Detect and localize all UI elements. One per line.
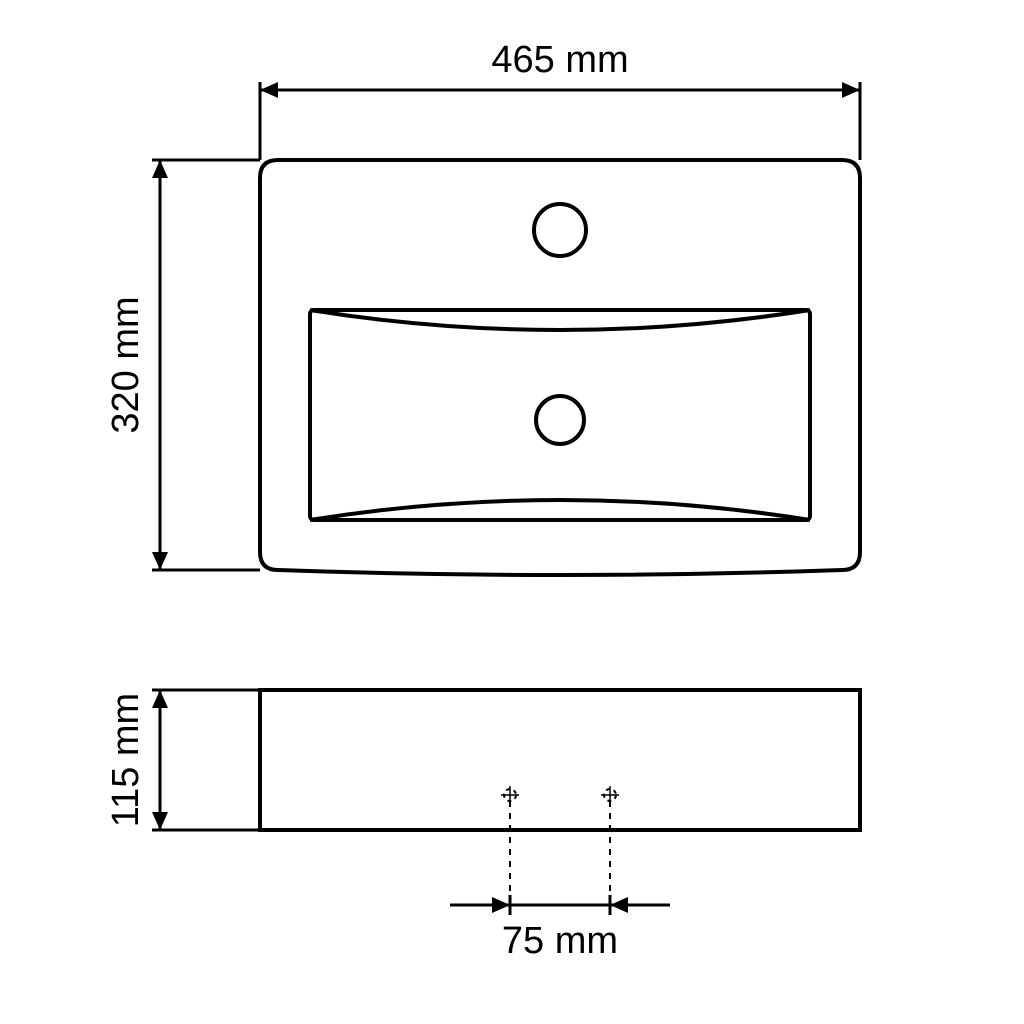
dim-label-height-top: 320 mm <box>105 296 147 433</box>
technical-drawing: 465 mm 320 mm 115 mm 75 mm <box>0 0 1024 1024</box>
side-outline <box>260 690 860 830</box>
basin-curve-top <box>310 310 810 330</box>
drain-hole <box>536 396 584 444</box>
basin-curve-bottom <box>310 500 810 520</box>
dim-label-height-side: 115 mm <box>105 693 147 827</box>
dim-label-hole-spacing: 75 mm <box>502 920 618 962</box>
basin-outline <box>310 310 810 520</box>
faucet-hole <box>534 204 586 256</box>
dim-label-width: 465 mm <box>491 39 628 81</box>
